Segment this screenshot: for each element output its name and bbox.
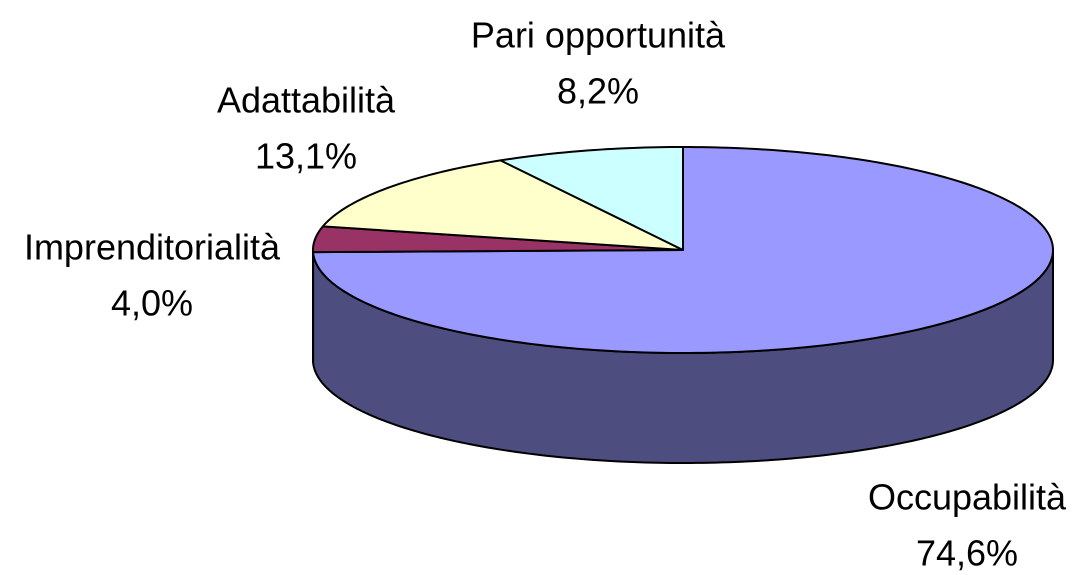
slice-label: Imprenditorialità	[24, 227, 281, 268]
slice-label: Pari opportunità	[471, 15, 726, 56]
slice-value-label: 4,0%	[111, 283, 193, 324]
slice-value-label: 74,6%	[916, 533, 1018, 574]
pie-slice	[312, 225, 684, 254]
pie-slice	[499, 146, 684, 251]
pie-slice	[321, 159, 684, 251]
slice-label: Adattabilità	[217, 80, 396, 121]
slice-label: Occupabilità	[868, 477, 1067, 518]
slice-value-label: 13,1%	[255, 136, 357, 177]
slice-value-label: 8,2%	[557, 71, 639, 112]
